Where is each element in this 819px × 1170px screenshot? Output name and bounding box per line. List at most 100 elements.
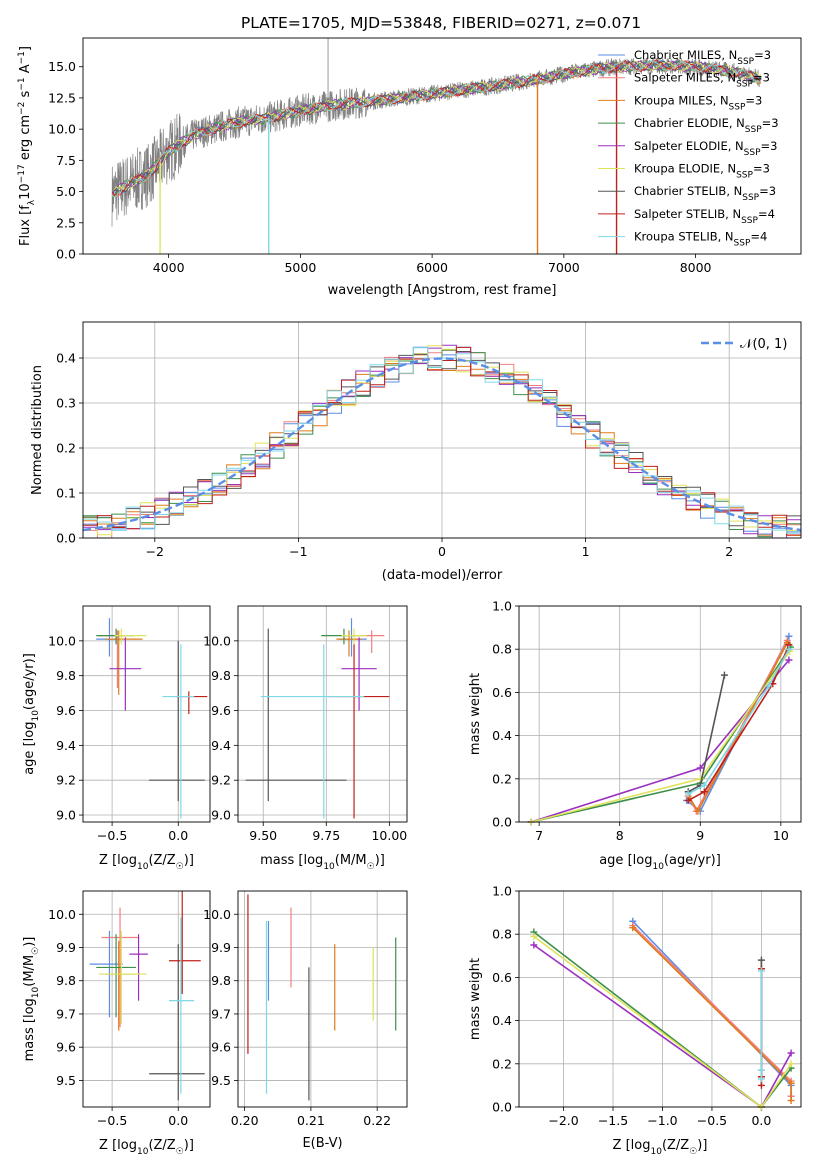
x-tick-label: 0.0	[168, 828, 188, 843]
x-axis-label: Z [log10(Z/Z☉)]	[99, 853, 194, 872]
x-tick-label: 4000	[153, 260, 185, 275]
y-tick-label: 9.6	[56, 1040, 76, 1055]
mass_weight_vs_age-panel: 7 8 9 10 0.0 0.2 0.4 0.6 0.8 1.0 age [log10(age/yr…	[468, 599, 802, 872]
x-axis-label: Z [log10(Z/Z☉)]	[99, 1138, 194, 1157]
age_vs_Z-panel: −0.5 0.0 9.0 9.2 9.4 9.6 9.8 10.0 Z [log10(Z/Z☉)…	[22, 605, 211, 872]
y-tick-label: 12.5	[48, 90, 76, 105]
errorbar-point	[96, 628, 134, 645]
y-tick-label: 2.5	[56, 215, 76, 230]
x-axis-label: age [log10(age/yr)]	[599, 853, 721, 872]
y-tick-label: 15.0	[48, 59, 76, 74]
plus-marker	[684, 796, 692, 804]
y-tick-label: 0.2	[492, 771, 512, 786]
errorbar-point	[98, 930, 147, 1024]
gaussian-curve	[82, 357, 802, 532]
y-tick-label: 9.2	[211, 773, 231, 788]
spectrum-panel: 4000 5000 6000 7000 8000 0.0 2.5 5.0 7.5 10.0 12.5…	[17, 37, 802, 298]
legend-entry: Kroupa STELIB, NSSP=4	[598, 230, 767, 249]
plus-marker	[629, 924, 637, 932]
y-tick-label: 10.0	[48, 122, 76, 137]
legend-entry: Chabrier MILES, NSSP=3	[598, 48, 771, 67]
legend-label: Salpeter MILES, NSSP=3	[634, 71, 770, 90]
y-tick-label: 7.5	[56, 153, 76, 168]
legend-label: Salpeter ELODIE, NSSP=3	[634, 139, 777, 158]
y-tick-label: 9.8	[211, 668, 231, 683]
x-tick-label: 5000	[284, 260, 316, 275]
legend-entry: Chabrier STELIB, NSSP=3	[598, 184, 776, 203]
y-tick-label: 0.3	[56, 396, 76, 411]
axes-frame	[237, 605, 408, 823]
y-tick-label: 9.6	[56, 703, 76, 718]
y-tick-label: 1.0	[492, 599, 512, 614]
y-tick-label: 0.0	[56, 247, 76, 262]
plus-marker	[530, 932, 538, 940]
y-tick-label: 0.8	[492, 642, 512, 657]
mass_vs_Z-panel: −0.5 0.0 9.5 9.6 9.7 9.8 9.9 10.0 Z [log10(Z/Z☉)…	[22, 890, 211, 1157]
plus-marker	[720, 671, 728, 679]
x-tick-label: 0.22	[363, 1113, 391, 1128]
y-tick-label: 10.0	[203, 907, 231, 922]
y-tick-label: 0.6	[492, 970, 512, 985]
y-tick-label: 0.4	[492, 728, 512, 743]
y-tick-label: 10.0	[203, 633, 231, 648]
mass-weight-line-chabrier_elodie	[530, 646, 792, 823]
y-axis-label: Normed distribution	[30, 365, 45, 495]
plus-marker	[785, 645, 793, 653]
axes-frame	[82, 605, 211, 823]
x-tick-label: 2	[725, 544, 733, 559]
x-axis-label: E(B-V)	[302, 1136, 342, 1151]
x-tick-label: 7000	[548, 260, 580, 275]
plus-marker	[757, 1066, 765, 1074]
y-tick-label: 0.4	[492, 1013, 512, 1028]
x-tick-label: 0.0	[168, 1113, 188, 1128]
x-axis-label: wavelength [Angstrom, rest frame]	[328, 283, 557, 298]
errorbar-point	[149, 944, 205, 1101]
legend-label: Chabrier STELIB, NSSP=3	[634, 184, 776, 203]
x-axis-label: (data-model)/error	[382, 568, 503, 583]
y-tick-label: 1.0	[492, 884, 512, 899]
y-tick-label: 9.8	[56, 973, 76, 988]
legend-label: Chabrier MILES, NSSP=3	[634, 48, 771, 67]
plus-marker	[696, 764, 704, 772]
x-tick-label: 9.75	[312, 828, 340, 843]
y-tick-label: 9.9	[211, 940, 231, 955]
plus-marker	[700, 788, 708, 796]
y-tick-label: 9.5	[211, 1073, 231, 1088]
legend-entry: Salpeter STELIB, NSSP=4	[598, 207, 775, 226]
y-tick-label: 0.8	[492, 927, 512, 942]
y-tick-label: 9.4	[211, 738, 231, 753]
plus-marker	[757, 1081, 765, 1089]
mass-weight-line-kroupa_stelib	[687, 648, 790, 795]
x-tick-label: 10.00	[371, 828, 407, 843]
errorbar-point	[129, 934, 148, 1001]
errorbar-point	[260, 644, 365, 819]
y-tick-label: 9.2	[56, 773, 76, 788]
y-tick-label: 9.8	[56, 668, 76, 683]
plus-marker	[684, 790, 692, 798]
errorbar-point	[114, 628, 147, 645]
y-tick-label: 9.6	[211, 703, 231, 718]
x-tick-label: 0.20	[231, 1113, 259, 1128]
x-tick-label: −2.0	[548, 1113, 578, 1128]
y-axis-label: mass [log10(M/M☉)]	[22, 937, 41, 1062]
plus-marker	[696, 775, 704, 783]
x-tick-label: 9	[696, 828, 704, 843]
y-tick-label: 10.0	[48, 907, 76, 922]
y-tick-label: 0.0	[492, 1100, 512, 1115]
axes-frame	[82, 890, 211, 1108]
residuals-panel: −2 −1 0 1 2 0.0 0.1 0.2 0.3 0.4 (data-model)/error…	[30, 321, 802, 583]
y-tick-label: 9.9	[56, 940, 76, 955]
plus-marker	[694, 807, 702, 815]
plus-marker	[757, 1075, 765, 1083]
legend-entry: Salpeter ELODIE, NSSP=3	[598, 139, 777, 158]
plus-marker	[787, 1060, 795, 1068]
y-tick-label: 9.0	[211, 808, 231, 823]
plus-marker	[757, 956, 765, 964]
y-tick-label: 0.2	[492, 1056, 512, 1071]
legend-label: Chabrier ELODIE, NSSP=3	[634, 116, 779, 135]
y-tick-label: 9.8	[211, 973, 231, 988]
legend-label: Kroupa ELODIE, NSSP=3	[634, 162, 770, 181]
ebv-panel: 0.20 0.21 0.22 9.5 9.6 9.7 9.8 9.9 10.0 E(B-V)	[203, 890, 408, 1151]
x-tick-label: −1.0	[647, 1113, 677, 1128]
legend-label: Salpeter STELIB, NSSP=4	[634, 207, 775, 226]
